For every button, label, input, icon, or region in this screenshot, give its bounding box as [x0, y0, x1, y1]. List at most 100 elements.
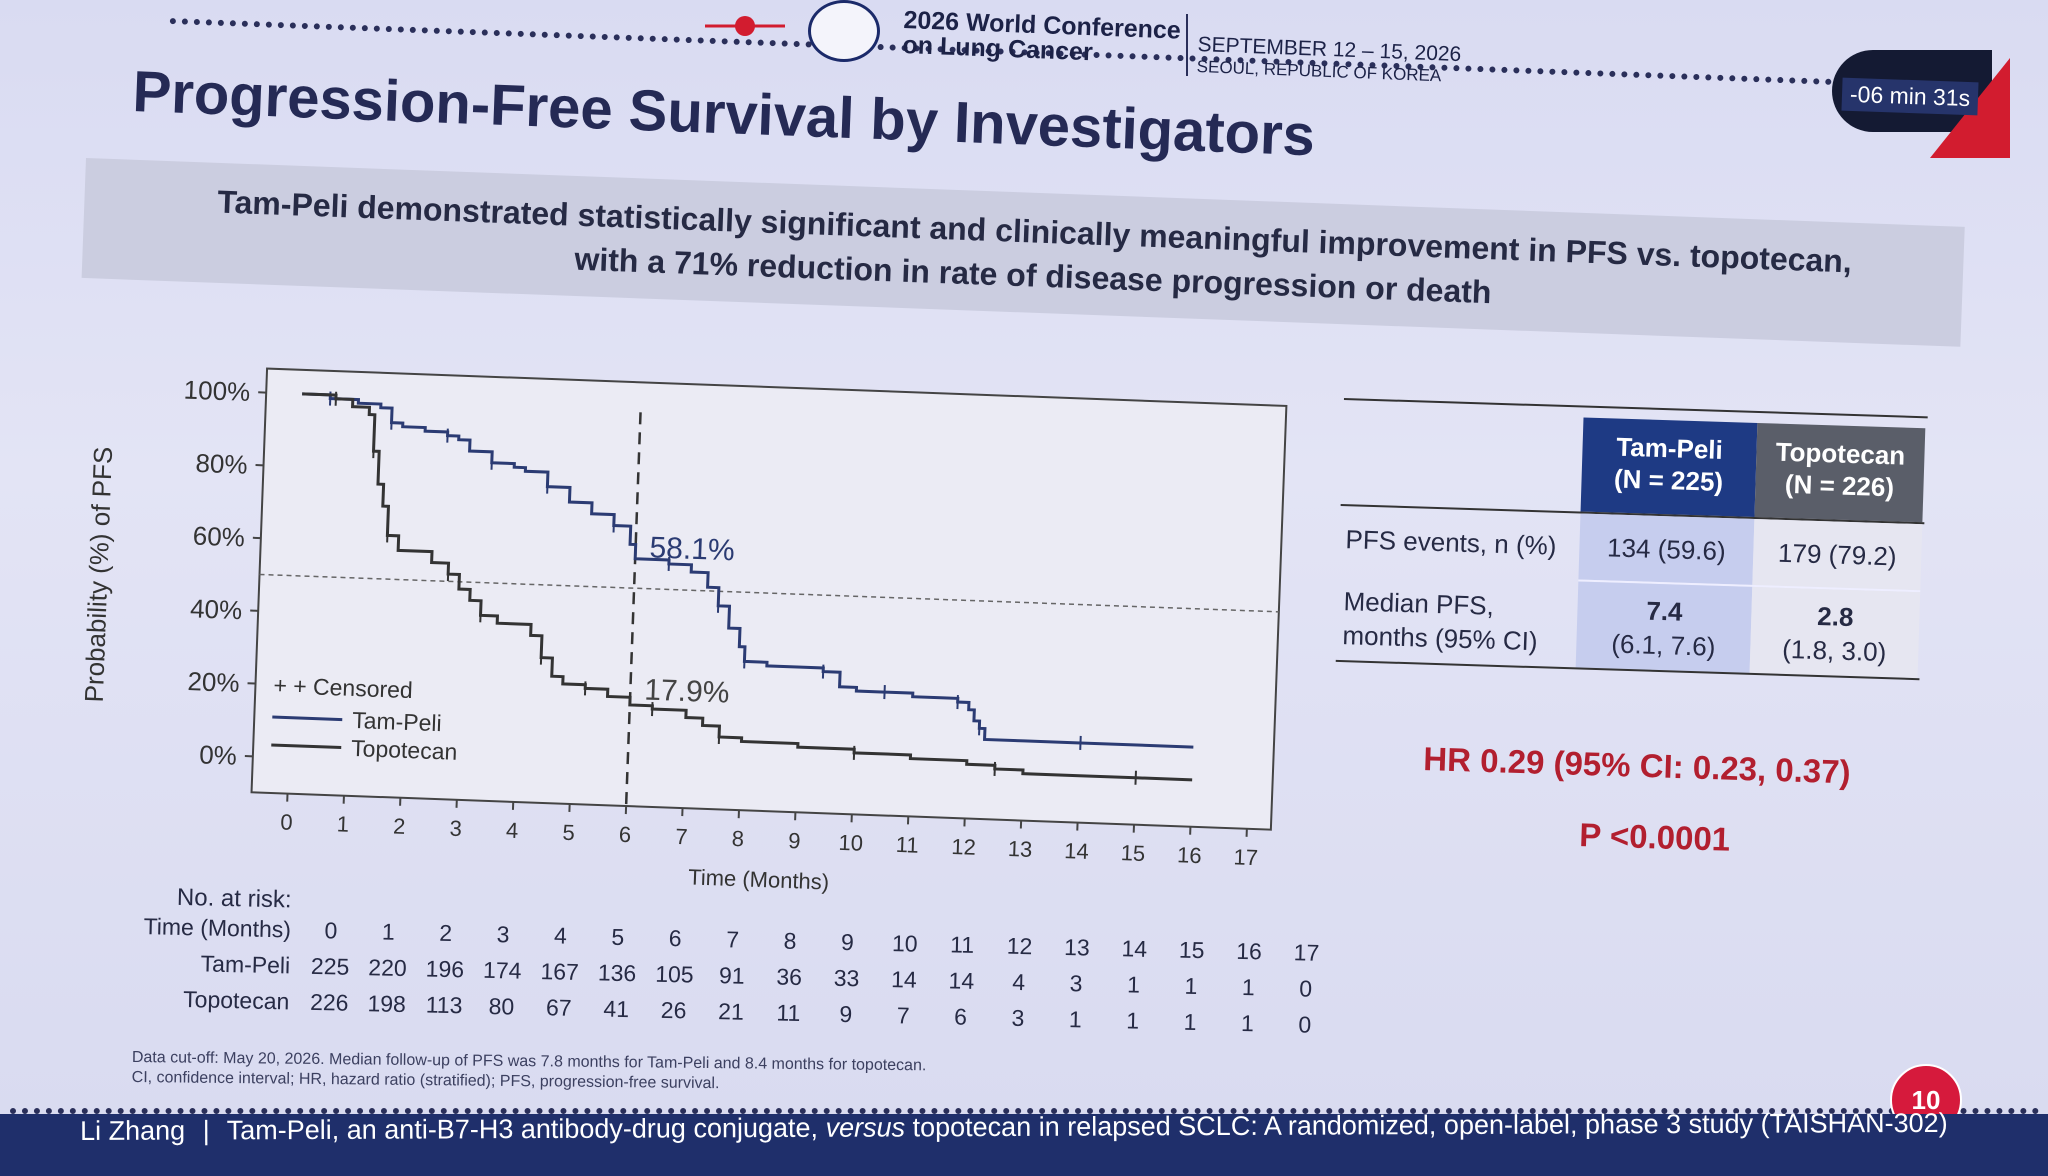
header-topotecan-n: (N = 226): [1784, 468, 1895, 503]
tam-peli-censor-mark: [716, 598, 720, 613]
x-tick-label: 16: [1177, 842, 1202, 868]
month-6-reference-line: [624, 412, 642, 807]
risk-time-label: Time (Months): [143, 913, 292, 943]
topotecan-censor-mark: [651, 702, 654, 717]
header-divider: [1186, 14, 1188, 76]
footer-title-italic: versus: [825, 1112, 906, 1143]
risk-cell: 136: [597, 959, 637, 987]
risk-time-cell: 12: [1006, 932, 1033, 960]
row-median-pfs-label-b: months (95% CI): [1342, 620, 1539, 657]
risk-cell: 1: [1126, 971, 1141, 998]
risk-cell: 11: [776, 999, 801, 1027]
x-tick-label: 0: [280, 809, 293, 834]
footer-title-post: topotecan in relapsed SCLC: A randomized…: [912, 1107, 1948, 1143]
risk-time-cell: 16: [1236, 937, 1263, 965]
topotecan-censor-mark: [993, 761, 997, 776]
risk-cell: 198: [367, 990, 407, 1018]
risk-cell: 1: [1126, 1007, 1140, 1034]
risk-time-cell: 1: [381, 918, 396, 945]
legend-topotecan-label: Topotecan: [351, 735, 458, 765]
risk-cell: 174: [482, 956, 522, 984]
x-tick-label: 10: [838, 830, 863, 856]
risk-cell: 3: [1069, 970, 1083, 997]
tam-peli-censor-mark: [667, 556, 671, 571]
x-tick-label: 4: [506, 818, 519, 843]
topotecan-censor-mark: [1134, 770, 1137, 785]
risk-cell: 220: [368, 954, 408, 982]
risk-cell: 6: [953, 1003, 968, 1030]
risk-cell: 9: [839, 1000, 853, 1028]
x-tick-label: 8: [731, 826, 744, 851]
annotation-topotecan-6mo: 17.9%: [644, 673, 730, 709]
risk-cell: 41: [603, 995, 630, 1023]
risk-cell: 36: [776, 963, 803, 991]
x-tick-label: 14: [1064, 838, 1089, 864]
risk-time-cell: 9: [840, 928, 855, 956]
risk-cell: 1: [1183, 1008, 1197, 1035]
risk-time-cell: 11: [949, 931, 975, 958]
risk-cell: 14: [948, 967, 975, 994]
risk-cell: 21: [717, 998, 745, 1025]
risk-time-cell: 6: [668, 925, 682, 952]
header-topotecan: Topotecan (N = 226): [1754, 422, 1926, 523]
tam-peli-censor-mark: [743, 654, 746, 669]
risk-cell: 105: [654, 960, 694, 988]
risk-time-cell: 3: [496, 921, 510, 948]
y-tick-label: 80%: [195, 448, 248, 480]
row-median-pfs-topotecan: 2.8 (1.8, 3.0): [1749, 586, 1921, 679]
risk-cell: 167: [540, 958, 580, 985]
header-topotecan-name: Topotecan: [1775, 436, 1906, 471]
iaslc-logo: [705, 16, 785, 36]
tam-peli-censor-mark: [390, 415, 393, 430]
legend-topotecan-line: [271, 743, 342, 750]
conference-dates: SEPTEMBER 12 – 15, 2026 SEOUL, REPUBLIC …: [1196, 33, 1461, 88]
x-tick-label: 6: [618, 822, 631, 847]
annotation-tam-peli-6mo: 58.1%: [649, 531, 735, 567]
tam-peli-censor-mark: [956, 694, 959, 710]
tam-peli-censor-mark: [1079, 735, 1082, 750]
km-chart: 0% 20% 40% 60% 80% 100% 0 1 2 3 4 5 6 7 8 9 10 11 12 13 14 15…: [63, 340, 1327, 1065]
countdown-timer: -06 min 31s: [1841, 77, 1979, 116]
median-tam-peli-ci: (6.1, 7.6): [1610, 628, 1716, 662]
legend-tam-peli-label: Tam-Peli: [352, 707, 442, 736]
risk-cell: 4: [1012, 968, 1026, 996]
risk-time-cell: 2: [439, 919, 453, 947]
risk-cell: 3: [1011, 1004, 1025, 1032]
risk-cell: 91: [718, 962, 745, 989]
x-tick-label: 11: [895, 832, 919, 858]
presenter-name: Li Zhang: [80, 1115, 186, 1146]
x-tick-label: 9: [788, 828, 801, 853]
risk-time-cell: 4: [553, 922, 568, 949]
x-tick-label: 2: [393, 814, 406, 839]
risk-time-cell: 13: [1063, 933, 1091, 961]
risk-cell: 1: [1240, 1010, 1255, 1037]
km-chart-svg: 0%20%40%60%80%100%0 1 2 3 4 5 6 7 8 9 10 11 12 13 14 15…: [79, 367, 1288, 895]
risk-cell: 196: [425, 955, 465, 983]
risk-table: No. at risk: Time (Months) 0 1 2 3 4 5 6 7 8 9 10 11 1…: [93, 882, 1319, 1047]
header-tam-peli-n: (N = 225): [1613, 463, 1724, 497]
topotecan-censor-mark: [372, 444, 375, 459]
x-axis-label: Time (Months): [688, 864, 830, 894]
y-axis-label: Probability (%) of PFS: [79, 446, 118, 703]
x-tick-label: 7: [675, 824, 688, 849]
p-value: P <0.0001: [1578, 816, 1731, 858]
x-tick-label: 3: [449, 816, 462, 841]
tam-peli-censor-mark: [446, 428, 449, 443]
tam-peli-censor-mark: [883, 685, 886, 700]
y-tick-label: 60%: [192, 521, 245, 553]
median-topotecan-ci: (1.8, 3.0): [1781, 633, 1887, 668]
risk-cell: 113: [425, 991, 463, 1019]
risk-cell: 14: [890, 966, 918, 993]
row-pfs-events-topotecan: 179 (79.2): [1752, 518, 1923, 591]
risk-time-cell: 5: [611, 923, 625, 950]
risk-time-cell: 0: [324, 917, 338, 944]
median-topotecan-value: 2.8: [1816, 600, 1854, 633]
x-tick-label: 15: [1120, 840, 1145, 866]
row-pfs-events-label: PFS events, n (%): [1345, 524, 1557, 561]
risk-time-cell: 14: [1121, 935, 1148, 962]
summary-table: Tam-Peli (N = 225) Topotecan (N = 226) P…: [1335, 398, 1928, 706]
y-tick-label: 20%: [187, 666, 240, 698]
risk-cell: 225: [310, 952, 350, 980]
risk-cell: 26: [660, 996, 687, 1024]
